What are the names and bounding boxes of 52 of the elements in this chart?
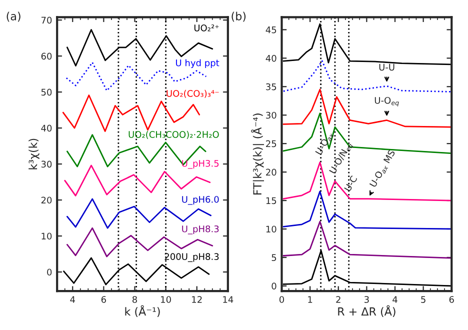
y-tick-label: 50: [41, 88, 52, 96]
x-tick-label: 2: [336, 296, 340, 303]
annotation: U-O$_{ax}$ MS: [369, 149, 397, 188]
y-tick-label: 70: [41, 16, 52, 24]
annotation: U-O$_{eq}$: [374, 96, 399, 106]
x-tick-label: 5: [421, 296, 426, 303]
series-label: UO₂(CO₃)₃⁴⁻: [166, 90, 219, 98]
line-series: [282, 190, 452, 230]
x-tick-label: 4: [392, 296, 398, 303]
series-label: U_pH3.5: [182, 160, 219, 169]
x-tick-label: 3: [364, 296, 369, 303]
series-label: UO₂²⁺: [194, 24, 219, 32]
y-tick-label: 45: [266, 26, 276, 34]
y-tick-label: 10: [266, 226, 276, 233]
series-label: 200U_pH8.3: [164, 253, 219, 262]
y-tick-label: 40: [266, 54, 276, 62]
line-series: [282, 88, 452, 128]
x-tick-label: 1: [308, 296, 312, 303]
y-tick-label: 30: [266, 112, 276, 119]
x-tick-label: 6: [449, 296, 454, 303]
y-tick-label: 40: [41, 124, 52, 132]
text: (a): [6, 12, 20, 22]
annotation: U-U: [379, 64, 394, 71]
y-tick-label: 35: [266, 83, 276, 90]
y-tick-label: 5: [272, 254, 276, 262]
x-axis-title: R + ΔR (Å): [338, 305, 396, 317]
x-tick-label: 4: [70, 296, 75, 303]
text: (b): [232, 12, 246, 22]
x-tick-label: 12: [192, 296, 202, 303]
series-label: U_pH6.0: [182, 196, 219, 205]
series-label: UO₂(CH₃COO)₂·2H₂O: [128, 130, 219, 139]
y-axis-title: k³χ(k): [28, 138, 40, 170]
y-tick-label: 60: [41, 52, 52, 60]
x-tick-label: 8: [132, 296, 137, 303]
y-tick-label: 15: [266, 197, 276, 204]
series-label: U hyd ppt: [176, 59, 220, 68]
y-tick-label: 0: [272, 282, 276, 290]
y-tick-label: 20: [266, 168, 276, 176]
x-tick-label: 0: [279, 296, 284, 303]
line-series: [282, 220, 452, 259]
line-series: [282, 60, 452, 92]
x-tick-label: 6: [101, 296, 106, 303]
y-axis-title: FT|k³χ(k)| (Å⁻⁴): [251, 114, 264, 195]
series-label: U_pH8.3: [182, 225, 219, 234]
y-tick-label: 0: [47, 268, 52, 276]
x-tick-label: 10: [161, 296, 171, 303]
x-tick-label: 14: [223, 296, 234, 303]
y-tick-label: 25: [266, 140, 276, 148]
x-axis-title: k (Å⁻¹): [125, 305, 160, 317]
y-tick-label: 10: [42, 232, 52, 240]
y-tick-label: 20: [41, 196, 52, 204]
y-tick-label: 30: [41, 160, 52, 168]
